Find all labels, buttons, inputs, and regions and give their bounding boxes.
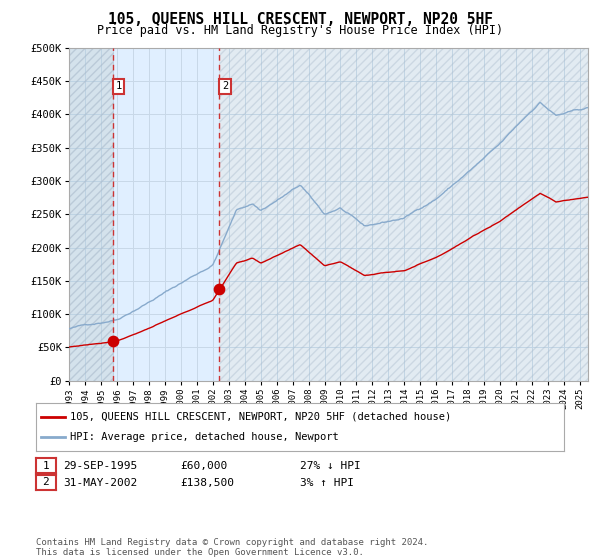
Text: HPI: Average price, detached house, Newport: HPI: Average price, detached house, Newp… — [70, 432, 339, 442]
Bar — [220, 48, 588, 381]
Point — [108, 337, 118, 346]
Text: Contains HM Land Registry data © Crown copyright and database right 2024.
This d: Contains HM Land Registry data © Crown c… — [36, 538, 428, 557]
Point — [215, 284, 224, 293]
Text: 2: 2 — [43, 478, 49, 487]
Text: £138,500: £138,500 — [180, 478, 234, 488]
Text: 27% ↓ HPI: 27% ↓ HPI — [300, 461, 361, 471]
Text: 3% ↑ HPI: 3% ↑ HPI — [300, 478, 354, 488]
Text: 1: 1 — [43, 461, 49, 470]
Text: 2: 2 — [222, 81, 228, 91]
Text: £60,000: £60,000 — [180, 461, 227, 471]
Text: Price paid vs. HM Land Registry's House Price Index (HPI): Price paid vs. HM Land Registry's House … — [97, 24, 503, 36]
Text: 31-MAY-2002: 31-MAY-2002 — [63, 478, 137, 488]
Bar — [113, 48, 220, 381]
Text: 1: 1 — [115, 81, 122, 91]
Text: 105, QUEENS HILL CRESCENT, NEWPORT, NP20 5HF: 105, QUEENS HILL CRESCENT, NEWPORT, NP20… — [107, 12, 493, 27]
Text: 29-SEP-1995: 29-SEP-1995 — [63, 461, 137, 471]
Text: 105, QUEENS HILL CRESCENT, NEWPORT, NP20 5HF (detached house): 105, QUEENS HILL CRESCENT, NEWPORT, NP20… — [70, 412, 452, 422]
Bar — [69, 48, 113, 381]
